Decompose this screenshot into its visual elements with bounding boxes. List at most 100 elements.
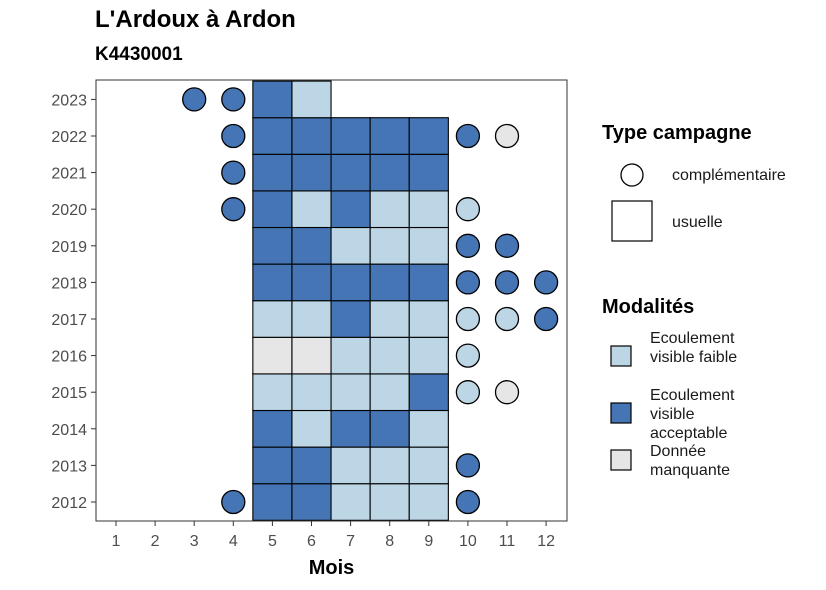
tile-usuelle bbox=[291, 153, 332, 192]
tile-usuelle bbox=[252, 483, 293, 521]
tile-usuelle bbox=[408, 336, 449, 375]
y-tick-label: 2019 bbox=[51, 239, 87, 256]
x-tick-label: 11 bbox=[499, 533, 516, 550]
tile-usuelle bbox=[408, 446, 449, 485]
point-complementaire bbox=[221, 87, 246, 112]
x-tick-label: 6 bbox=[307, 533, 316, 550]
tile-usuelle bbox=[291, 336, 332, 375]
y-tick-label: 2023 bbox=[51, 92, 87, 109]
x-axis-title: Mois bbox=[309, 557, 355, 579]
y-tick-label: 2018 bbox=[51, 275, 87, 292]
tile-usuelle bbox=[369, 153, 410, 192]
x-tick-label: 10 bbox=[459, 533, 477, 550]
tile-usuelle bbox=[291, 373, 332, 412]
x-tick-label: 1 bbox=[112, 533, 121, 550]
tile-usuelle bbox=[330, 483, 371, 521]
tile-usuelle bbox=[330, 409, 371, 448]
tile-usuelle bbox=[369, 300, 410, 338]
point-complementaire bbox=[221, 197, 246, 222]
legend-mod-faible: Ecoulement visible faible bbox=[650, 330, 738, 366]
y-tick-label: 2022 bbox=[51, 129, 87, 146]
point-complementaire bbox=[455, 233, 481, 258]
tile-usuelle bbox=[252, 409, 293, 448]
tile-usuelle bbox=[291, 117, 332, 155]
tile-usuelle bbox=[408, 226, 449, 265]
tile-usuelle bbox=[252, 446, 293, 485]
tile-usuelle bbox=[291, 80, 332, 119]
legend-mod-acceptable: Ecoulement visible acceptable bbox=[650, 387, 735, 442]
tile-usuelle bbox=[252, 336, 293, 375]
y-tick-label: 2016 bbox=[51, 349, 87, 366]
tile-usuelle bbox=[330, 300, 371, 338]
x-tick-label: 9 bbox=[424, 533, 433, 550]
point-complementaire bbox=[494, 233, 520, 258]
tile-usuelle bbox=[291, 190, 332, 229]
tile-usuelle bbox=[408, 263, 449, 302]
tile-usuelle bbox=[408, 409, 449, 448]
tile-usuelle bbox=[369, 226, 410, 265]
point-complementaire bbox=[455, 489, 481, 515]
y-tick-label: 2020 bbox=[51, 202, 87, 219]
legend-swatch bbox=[610, 402, 632, 424]
tile-usuelle bbox=[369, 336, 410, 375]
tile-usuelle bbox=[369, 446, 410, 485]
legend-modalites-title: Modalités bbox=[602, 296, 695, 318]
point-complementaire bbox=[494, 380, 520, 405]
legend-type-usuelle: usuelle bbox=[672, 214, 723, 231]
tile-usuelle bbox=[252, 263, 293, 302]
tile-usuelle bbox=[330, 263, 371, 302]
point-complementaire bbox=[221, 489, 246, 515]
tile-usuelle bbox=[252, 300, 293, 338]
y-tick-label: 2012 bbox=[51, 495, 87, 512]
y-tick-label: 2015 bbox=[51, 385, 87, 402]
tile-usuelle bbox=[330, 226, 371, 265]
legend-swatch bbox=[610, 345, 632, 367]
tile-usuelle bbox=[291, 483, 332, 521]
point-complementaire bbox=[221, 123, 246, 149]
tile-usuelle bbox=[408, 483, 449, 521]
legend-circle-icon bbox=[620, 163, 644, 187]
chart-title: L'Ardoux à Ardon bbox=[95, 6, 296, 33]
tile-usuelle bbox=[330, 117, 371, 155]
tile-usuelle bbox=[330, 336, 371, 375]
tile-usuelle bbox=[252, 153, 293, 192]
x-tick-label: 7 bbox=[346, 533, 355, 550]
legend-type-complementaire: complémentaire bbox=[672, 167, 786, 184]
tile-usuelle bbox=[291, 226, 332, 265]
y-tick-label: 2021 bbox=[51, 166, 87, 183]
point-complementaire bbox=[455, 380, 481, 405]
point-complementaire bbox=[455, 453, 481, 478]
legend-swatch bbox=[610, 449, 632, 471]
tile-usuelle bbox=[369, 373, 410, 412]
point-complementaire bbox=[494, 123, 520, 149]
tile-usuelle bbox=[291, 446, 332, 485]
point-complementaire bbox=[494, 306, 520, 332]
tile-usuelle bbox=[408, 117, 449, 155]
tile-usuelle bbox=[330, 153, 371, 192]
tile-usuelle bbox=[252, 373, 293, 412]
tile-usuelle bbox=[408, 300, 449, 338]
y-tick-label: 2017 bbox=[51, 312, 87, 329]
x-tick-label: 3 bbox=[190, 533, 199, 550]
tile-usuelle bbox=[408, 190, 449, 229]
point-complementaire bbox=[494, 270, 520, 295]
tile-usuelle bbox=[369, 263, 410, 302]
tile-usuelle bbox=[369, 409, 410, 448]
tile-usuelle bbox=[408, 153, 449, 192]
x-tick-label: 2 bbox=[151, 533, 160, 550]
tile-usuelle bbox=[252, 80, 293, 119]
point-complementaire bbox=[455, 123, 481, 149]
tile-usuelle bbox=[252, 226, 293, 265]
tile-usuelle bbox=[291, 409, 332, 448]
plot-border bbox=[95, 79, 568, 522]
legend-square-icon bbox=[611, 200, 653, 242]
tile-usuelle bbox=[369, 190, 410, 229]
tile-usuelle bbox=[291, 263, 332, 302]
x-tick-label: 12 bbox=[537, 533, 555, 550]
tile-usuelle bbox=[252, 117, 293, 155]
x-tick-label: 5 bbox=[268, 533, 277, 550]
tile-usuelle bbox=[369, 117, 410, 155]
x-tick-label: 8 bbox=[385, 533, 394, 550]
y-tick-label: 2014 bbox=[51, 422, 87, 439]
